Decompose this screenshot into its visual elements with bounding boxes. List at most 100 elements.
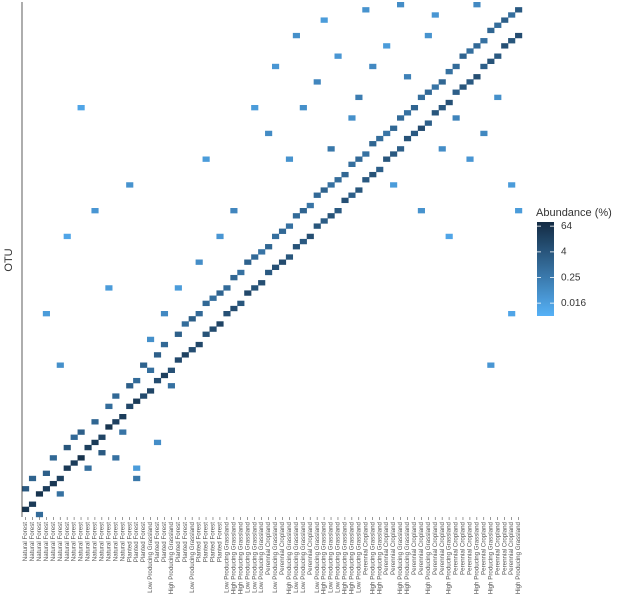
cell: [223, 285, 231, 291]
x-tick-label: Low Producing Grassland: [258, 521, 265, 592]
cell: [431, 110, 439, 116]
cell: [348, 192, 356, 198]
cell: [147, 388, 155, 394]
cell: [299, 238, 307, 245]
cell: [237, 269, 245, 276]
cell: [410, 105, 419, 111]
cell: [35, 491, 44, 497]
x-tick-label: Planted Forest: [133, 522, 140, 563]
x-tick-label: Natural Forest: [36, 522, 43, 561]
x-tick-label: Perennial Cropland: [480, 521, 487, 575]
x-tick-label: Perennial Cropland: [418, 521, 425, 575]
x-tick-label: Perennial Cropland: [383, 521, 390, 575]
x-tick-label: Perennial Cropland: [501, 521, 508, 575]
x-tick-label: Planted Forest: [126, 522, 133, 563]
x-tick-label: Natural Forest: [105, 522, 112, 561]
cell: [251, 254, 259, 260]
cell: [230, 274, 238, 281]
x-tick-label: Planted Forest: [217, 522, 224, 563]
cell: [28, 475, 37, 482]
cell: [438, 105, 446, 111]
cell: [355, 156, 363, 162]
cell: [397, 146, 405, 152]
cell: [313, 223, 321, 229]
cell: [362, 7, 370, 13]
cell: [431, 84, 439, 90]
x-tick-label: Planted Forest: [140, 522, 147, 563]
cell: [272, 233, 280, 240]
cell: [334, 208, 342, 214]
cell: [508, 12, 516, 18]
x-tick-label: Natural Forest: [57, 522, 64, 561]
cell: [515, 32, 523, 39]
cell: [153, 439, 162, 446]
cell: [417, 125, 425, 131]
cell: [480, 63, 488, 70]
cell: [133, 398, 141, 404]
x-tick-label: High Producing Grassland: [349, 521, 356, 594]
cell: [417, 208, 425, 214]
cell: [390, 182, 398, 188]
cell: [299, 208, 307, 214]
cell: [133, 475, 141, 482]
cell: [348, 161, 356, 167]
cell: [278, 259, 287, 265]
cell: [362, 151, 370, 157]
x-tick-label: Low Producing Grassland: [251, 521, 258, 592]
cell: [216, 290, 224, 296]
cell: [167, 383, 175, 389]
cell: [383, 156, 391, 162]
x-tick-label: High Producing Grassland: [474, 521, 481, 594]
x-tick-label: Natural Forest: [64, 522, 71, 561]
colorbar-tick-label: 0.25: [561, 272, 581, 283]
cell: [515, 7, 523, 13]
cell: [445, 233, 453, 240]
cell: [459, 84, 467, 90]
cell: [327, 182, 335, 188]
cell: [397, 115, 405, 121]
x-tick-label: High Producing Grassland: [321, 521, 328, 594]
cell: [494, 22, 502, 28]
cell: [195, 341, 203, 348]
cell: [403, 135, 412, 142]
cell: [147, 367, 155, 373]
cell: [285, 254, 294, 260]
cell: [49, 480, 57, 487]
cell: [77, 105, 85, 111]
cell: [202, 156, 210, 162]
cell: [202, 300, 210, 307]
cell: [133, 377, 141, 384]
x-tick-label: Low Producing Grassland: [314, 521, 321, 592]
x-tick-label: Low Producing Grassland: [355, 521, 362, 592]
cell: [452, 115, 460, 121]
x-tick-label: Natural Forest: [22, 522, 29, 561]
cell: [133, 465, 141, 471]
cell: [424, 32, 432, 39]
x-tick-label: Perennial Cropland: [279, 521, 286, 575]
cell: [56, 362, 64, 368]
cell: [501, 17, 509, 23]
cell: [424, 120, 432, 126]
colorbar-tick-label: 4: [561, 247, 567, 258]
cell: [42, 311, 50, 317]
cell: [140, 393, 148, 399]
x-tick-label: Natural Forest: [85, 522, 92, 561]
cell: [126, 403, 134, 410]
x-tick-label: Natural Forest: [43, 522, 50, 561]
x-tick-label: Natural Forest: [99, 522, 106, 561]
x-tick-label: High Producing Grassland: [515, 521, 522, 594]
x-tick-label: Perennial Cropland: [265, 521, 272, 575]
cell: [105, 424, 113, 430]
cell: [181, 352, 189, 358]
x-tick-label: Planted Forest: [182, 522, 189, 563]
x-tick-label: Planted Forest: [161, 522, 168, 563]
cell: [487, 362, 495, 368]
cell: [424, 89, 432, 95]
cell: [258, 280, 266, 286]
legend-title: Abundance (%): [536, 207, 612, 219]
cell: [383, 43, 391, 49]
cell: [216, 233, 224, 240]
x-tick-label: Low Producing Grassland: [147, 521, 154, 592]
x-tick-label: Low Producing Grassland: [244, 521, 251, 592]
